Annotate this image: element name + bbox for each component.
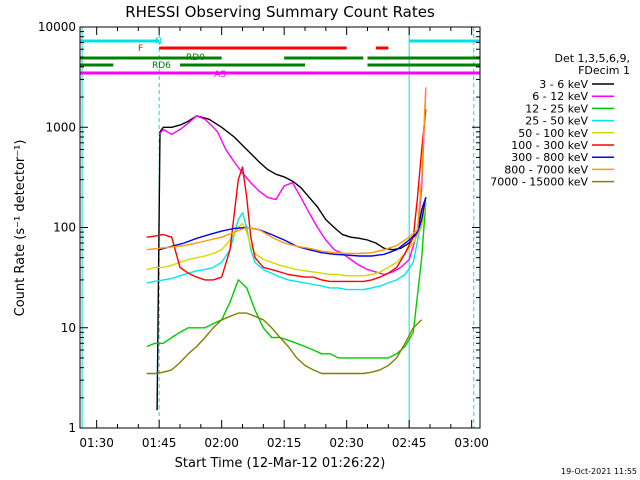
legend-entry-label-5: 100 - 300 keV — [511, 139, 588, 152]
legend-entry-label-1: 6 - 12 keV — [532, 90, 588, 103]
y-tick-label-3: 1000 — [45, 120, 76, 134]
legend-entry-label-6: 300 - 800 keV — [511, 151, 588, 164]
series-line-5 — [146, 109, 427, 283]
status-bar-label-rd0: RD0 — [186, 53, 205, 63]
chart-title: RHESSI Observing Summary Count Rates — [125, 3, 435, 21]
x-tick-label-2: 02:00 — [204, 436, 239, 450]
x-tick-label-0: 01:30 — [79, 436, 114, 450]
y-tick-label-1: 10 — [61, 321, 76, 335]
x-tick-label-3: 02:15 — [267, 436, 302, 450]
legend-entry-label-0: 3 - 6 keV — [539, 78, 588, 91]
series-line-4 — [146, 201, 427, 277]
legend-title-line-0: Det 1,3,5,6,9, — [554, 52, 630, 65]
x-tick-label-4: 02:30 — [329, 436, 364, 450]
x-tick-label-5: 02:45 — [392, 436, 427, 450]
series-lines — [146, 87, 427, 411]
series-line-7 — [146, 87, 427, 255]
series-line-2 — [146, 201, 427, 359]
legend-entry-label-7: 800 - 7000 keV — [504, 163, 588, 176]
footer-date: 19-Oct-2021 11:55 — [561, 467, 637, 476]
legend-entry-label-4: 50 - 100 keV — [518, 127, 588, 140]
legend-title-line-1: FDecim 1 — [578, 64, 630, 77]
legend-entry-label-3: 25 - 50 keV — [525, 115, 588, 128]
x-tick-label-1: 01:45 — [142, 436, 177, 450]
status-bar-label-f: F — [138, 44, 143, 54]
y-tick-label-2: 100 — [53, 221, 76, 235]
status-bar-label-n: N — [155, 37, 162, 47]
series-line-0 — [156, 115, 427, 411]
y-axis-ticks: 1 10 100 1000 10000 — [38, 20, 480, 435]
y-tick-label-0: 1 — [68, 421, 76, 435]
legend-entry-label-8: 7000 - 15000 keV — [490, 176, 588, 189]
status-bar-label-rd6: RD6 — [152, 61, 171, 71]
status-bar-label-as: AS — [214, 70, 226, 80]
x-axis-label: Start Time (12-Mar-12 01:26:22) — [175, 456, 386, 471]
y-axis-label: Count Rate (s⁻¹ detector⁻¹) — [13, 140, 28, 317]
series-line-8 — [146, 312, 423, 375]
legend-entry-label-2: 12 - 25 keV — [525, 102, 588, 115]
series-line-3 — [146, 197, 427, 291]
x-tick-label-6: 03:00 — [454, 436, 489, 450]
x-axis-ticks: 01:30 01:45 02:00 02:15 02:30 02:45 03:00 — [79, 27, 489, 450]
instrument-status-bars: N F RD0 RD6 AS — [80, 37, 480, 80]
y-tick-label-4: 10000 — [38, 20, 76, 34]
